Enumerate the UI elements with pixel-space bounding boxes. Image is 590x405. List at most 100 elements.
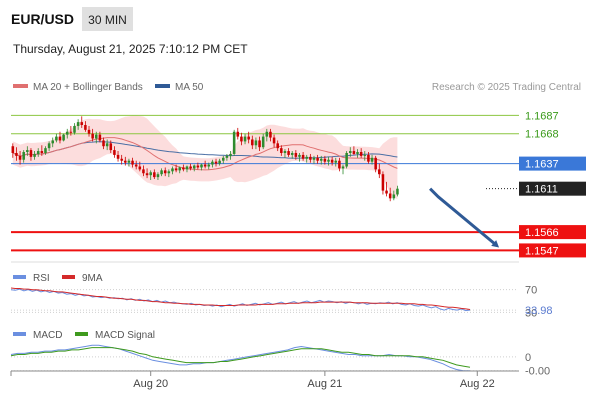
candle-body (192, 165, 196, 169)
candle-body (120, 158, 123, 161)
candle-body (182, 167, 185, 170)
candle-body (62, 134, 65, 141)
forecast-arrow-head (491, 240, 500, 248)
candle-body (80, 122, 84, 126)
candle-body (167, 171, 171, 174)
ma50-legend-label: MA 50 (175, 82, 204, 93)
symbol-label: EUR/USD (11, 11, 74, 27)
rsi-legend-label: RSI (33, 273, 50, 284)
candle-body (236, 131, 240, 137)
current-price-label: 1.1611 (525, 184, 558, 196)
candle-body (338, 160, 341, 169)
main-chart-panel: 1.1687 1.1668 1.1637 1.1611 1.1566 1.1547 (11, 110, 586, 263)
candle-body (254, 140, 258, 146)
candle-body (196, 165, 200, 168)
candle-body (356, 152, 359, 154)
candle-body (102, 140, 105, 147)
macd-signal-legend-label: MACD Signal (95, 330, 155, 341)
candle-body (22, 152, 25, 160)
candle-body (203, 164, 207, 167)
candle-body (69, 131, 73, 133)
candle-body (200, 164, 203, 168)
candle-body (265, 131, 269, 137)
candle-body (156, 174, 160, 178)
candle-body (294, 152, 298, 157)
candle-body (309, 156, 312, 160)
rsi-ma-legend-swatch (62, 275, 75, 279)
ma50-legend-swatch (155, 84, 170, 88)
candle-body (392, 194, 396, 199)
candle-body (298, 154, 301, 157)
candle-body (272, 137, 276, 144)
macd-legend-swatch (13, 332, 26, 336)
candle-body (287, 151, 290, 155)
timeframe-badge[interactable] (82, 7, 133, 31)
time-axis-label: Aug 21 (307, 378, 342, 390)
candle-body (327, 159, 330, 162)
candle-body (105, 143, 109, 147)
candle-body (33, 153, 36, 157)
indicator-level-label: 0 (525, 352, 531, 364)
candle-body (44, 148, 47, 153)
candle-body (388, 193, 392, 199)
candle-body (214, 161, 218, 164)
datetime-label: Thursday, August 21, 2025 7:10:12 PM CET (13, 42, 248, 56)
indicator-series-line (10, 344, 470, 372)
macd-signal-legend-swatch (75, 332, 88, 336)
candle-body (378, 169, 381, 175)
time-axis-label: Aug 20 (133, 378, 168, 390)
candle-body (124, 160, 127, 163)
candle-body (251, 139, 254, 146)
candle-body (334, 160, 338, 163)
resistance-label: 1.1687 (525, 110, 559, 122)
candle-body (211, 161, 214, 165)
candle-body (134, 164, 138, 167)
candle-body (232, 131, 236, 154)
candle-body (283, 151, 287, 153)
candle-body (18, 155, 22, 160)
indicator-series-line (10, 347, 471, 368)
candle-body (127, 160, 131, 163)
candle-body (261, 136, 265, 148)
candle-body (225, 155, 229, 158)
indicator-level-label: 30 (525, 307, 537, 319)
current-price-tag (519, 181, 586, 196)
resistance-label: 1.1668 (525, 129, 559, 141)
candle-body (381, 174, 385, 191)
candle-body (370, 157, 374, 162)
candle-body (323, 158, 327, 162)
candle-body (87, 129, 91, 134)
candle-body (116, 154, 120, 159)
candle-body (276, 143, 279, 149)
candle-body (11, 146, 15, 153)
credit-label: Research © 2025 Trading Central (432, 82, 581, 93)
candle-body (312, 157, 316, 160)
candle-body (359, 152, 363, 156)
candle-body (243, 136, 247, 142)
candle-body (240, 136, 243, 142)
candle-body (258, 140, 261, 148)
candle-body (109, 143, 113, 151)
candle-body (65, 131, 69, 135)
candle-body (222, 157, 225, 161)
candle-body (341, 166, 345, 169)
candle-body (301, 154, 305, 159)
time-axis-label: Aug 22 (460, 378, 495, 390)
candle-body (26, 150, 29, 153)
candle-body (163, 170, 167, 174)
indicator-level-label: 33.98 (525, 305, 553, 317)
candle-body (51, 140, 54, 144)
candle-body (280, 148, 283, 153)
candle-body (73, 125, 76, 133)
forecast-arrow-shaft (429, 187, 496, 245)
ma20-line (12, 137, 398, 171)
candle-body (218, 160, 221, 164)
candle-body (98, 134, 102, 141)
candle-body (47, 143, 51, 149)
indicator-series-line (10, 287, 471, 310)
candle-body (95, 134, 98, 139)
macd-legend-label: MACD (33, 330, 62, 341)
candle-body (374, 157, 377, 170)
